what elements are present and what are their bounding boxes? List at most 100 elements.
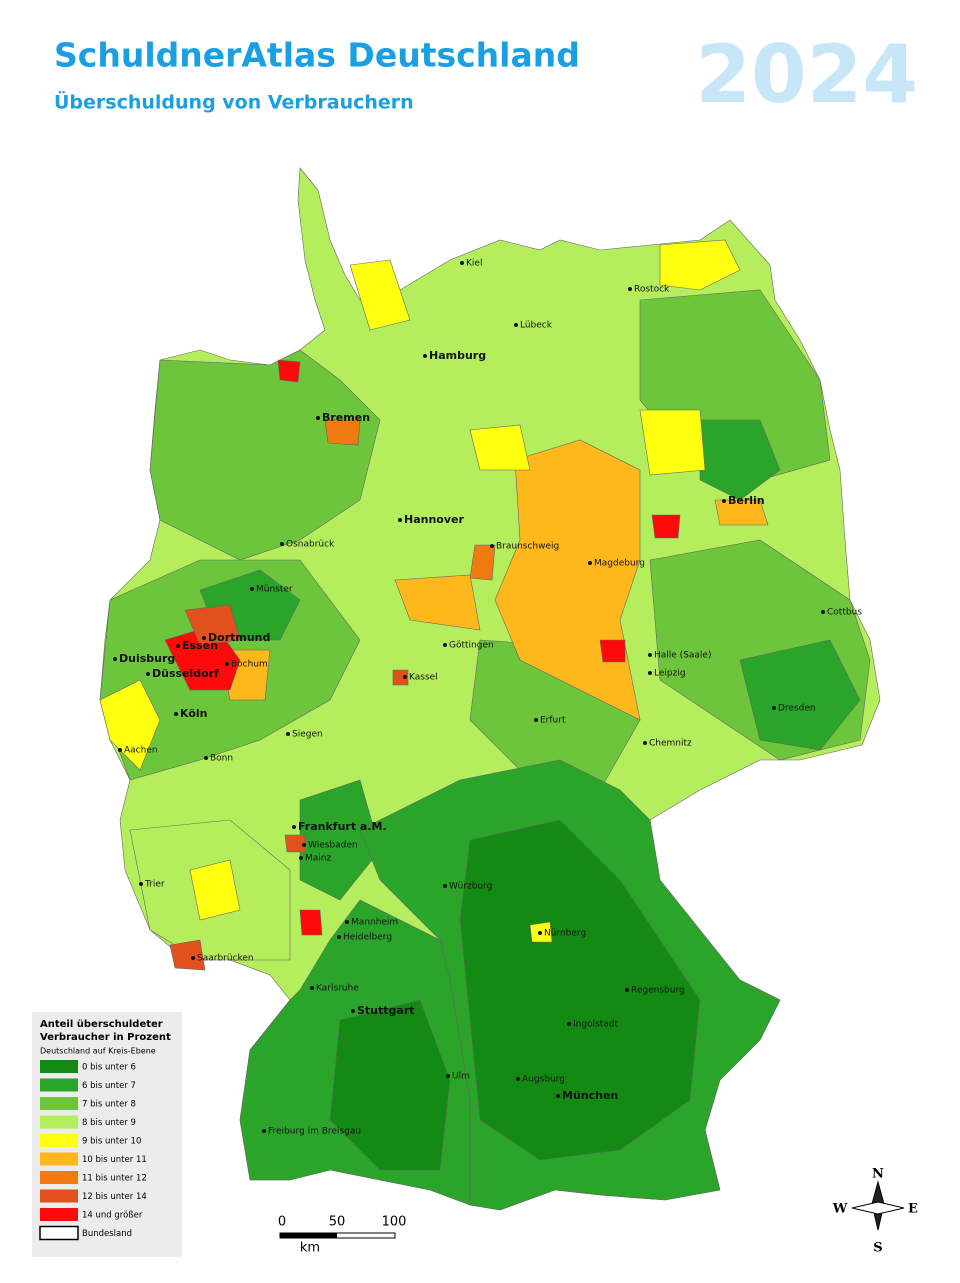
legend: Anteil überschuldeter Verbraucher in Pro…: [32, 1012, 182, 1257]
region: [169, 939, 206, 971]
city-label: Mannheim: [351, 918, 398, 928]
city-label: Heidelberg: [343, 933, 392, 943]
scale-bar-fill: [280, 1233, 337, 1238]
city-dot: [250, 587, 254, 591]
scale-unit: km: [300, 1241, 320, 1256]
legend-swatch: [40, 1171, 78, 1184]
city-label: Trier: [144, 880, 165, 890]
city-dot: [821, 610, 825, 614]
region: [651, 514, 681, 539]
city-label: Nürnberg: [544, 929, 586, 939]
city-label: Göttingen: [449, 641, 494, 651]
city-dot: [204, 756, 208, 760]
city-dot: [625, 988, 629, 992]
city-label: Münster: [256, 585, 293, 595]
city-label: Berlin: [728, 494, 765, 507]
city-label: Kiel: [466, 259, 482, 269]
compass-star: [851, 1201, 905, 1215]
city-label: Dortmund: [208, 631, 270, 644]
city-dot: [628, 287, 632, 291]
city-label: Aachen: [124, 746, 158, 756]
region: [299, 909, 323, 936]
city-dot: [722, 499, 726, 503]
city-dot: [446, 1074, 450, 1078]
city-label: Würzburg: [449, 882, 492, 892]
city-dot: [286, 732, 290, 736]
region: [284, 834, 306, 853]
scale-label: 0: [278, 1215, 286, 1230]
city-label: Wiesbaden: [308, 841, 358, 851]
map: [99, 167, 881, 1211]
compass-s: S: [873, 1241, 882, 1256]
legend-swatch: [40, 1208, 78, 1221]
legend-label: 8 bis unter 9: [82, 1118, 136, 1128]
city-label: Saarbrücken: [197, 954, 254, 964]
city-dot: [316, 416, 320, 420]
region: [659, 239, 741, 291]
city-dot: [643, 741, 647, 745]
legend-title: Verbraucher in Prozent: [40, 1032, 171, 1043]
region: [349, 259, 411, 331]
city-dot: [174, 712, 178, 716]
city-label: Braunschweig: [496, 542, 559, 552]
legend-swatch: [40, 1189, 78, 1203]
city-dot: [538, 931, 542, 935]
legend-swatch: [40, 1134, 78, 1147]
region: [189, 859, 241, 921]
legend-swatch: [40, 1078, 78, 1092]
compass-e: E: [908, 1202, 918, 1217]
city-dot: [443, 643, 447, 647]
legend-label: 7 bis unter 8: [82, 1100, 136, 1110]
city-dot: [423, 354, 427, 358]
city-label: Essen: [182, 639, 218, 652]
city-label: Ingolstadt: [573, 1020, 619, 1030]
legend-label: 11 bis unter 12: [82, 1174, 147, 1184]
region: [459, 819, 701, 1161]
city-dot: [310, 986, 314, 990]
legend-label: 10 bis unter 11: [82, 1155, 147, 1165]
city-label: Regensburg: [631, 986, 685, 996]
scale-label: 50: [329, 1215, 346, 1230]
city-label: Mainz: [305, 854, 331, 864]
region: [469, 424, 531, 471]
city-label: Augsburg: [522, 1075, 565, 1085]
legend-subtitle: Deutschland auf Kreis-Ebene: [40, 1047, 156, 1056]
legend-swatch: [40, 1115, 78, 1129]
city-dot: [772, 706, 776, 710]
region: [184, 604, 241, 646]
region: [714, 499, 769, 526]
city-dot: [443, 884, 447, 888]
region: [324, 419, 361, 446]
city-dot: [302, 843, 306, 847]
region: [599, 639, 626, 663]
legend-label: Bundesland: [82, 1229, 132, 1239]
city-label: Bonn: [210, 754, 233, 764]
city-dot: [292, 825, 296, 829]
city-label: Erfurt: [540, 716, 566, 726]
city-label: Cottbus: [827, 608, 862, 618]
city-dot: [280, 542, 284, 546]
city-label: Karlsruhe: [316, 984, 359, 994]
region: [299, 779, 381, 901]
compass-n: N: [872, 1167, 884, 1182]
legend-label: 12 bis unter 14: [82, 1192, 147, 1202]
legend-label: 0 bis unter 6: [82, 1063, 136, 1073]
legend-swatch: [40, 1152, 78, 1166]
legend-label: 14 und größer: [82, 1211, 143, 1221]
region: [277, 359, 301, 383]
city-label: Hamburg: [429, 349, 486, 362]
city-label: Chemnitz: [649, 739, 692, 749]
city-label: Bochum: [231, 660, 268, 670]
city-label: Halle (Saale): [654, 651, 712, 661]
legend-swatch: [40, 1060, 78, 1073]
region: [149, 349, 381, 561]
region: [469, 544, 496, 581]
city-dot: [139, 882, 143, 886]
city-label: Frankfurt a.M.: [298, 820, 387, 833]
city-label: Rostock: [634, 285, 670, 295]
city-dot: [648, 671, 652, 675]
city-dot: [648, 653, 652, 657]
city-dot: [403, 675, 407, 679]
region: [99, 679, 161, 771]
